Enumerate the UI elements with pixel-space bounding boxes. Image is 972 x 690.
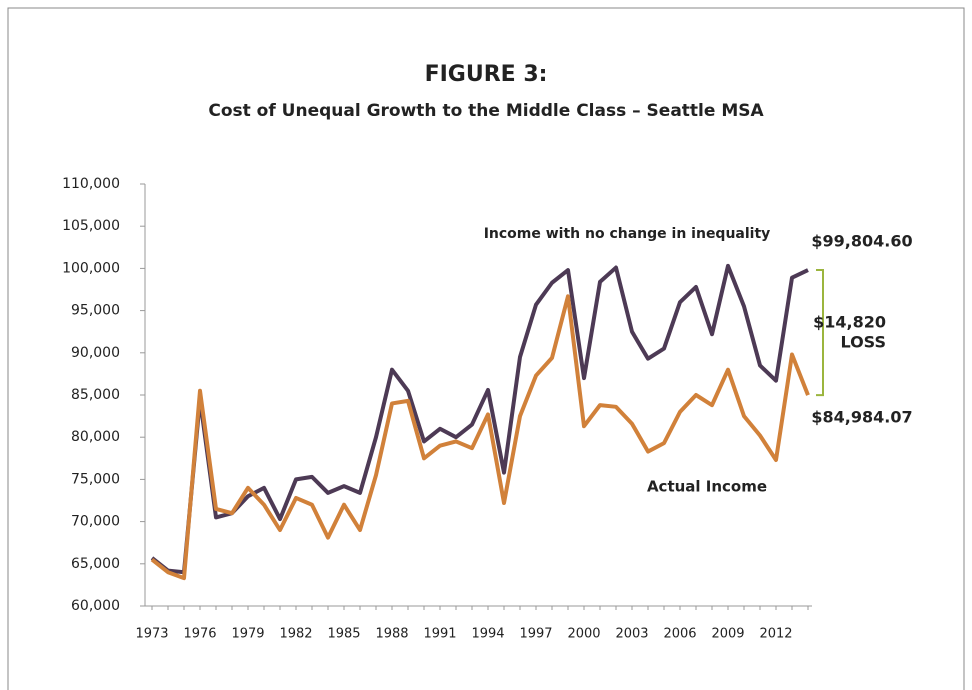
gap-label: LOSS <box>840 333 886 352</box>
x-tick-label: 1988 <box>375 627 408 642</box>
y-tick-label: 65,000 <box>71 556 120 572</box>
end-label: $84,984.07 <box>811 408 912 427</box>
y-tick-label: 90,000 <box>71 345 120 361</box>
x-tick-label: 2006 <box>663 627 696 642</box>
x-tick-label: 1982 <box>279 627 312 642</box>
y-tick-label: 105,000 <box>62 218 120 234</box>
x-tick-label: 1976 <box>183 627 216 642</box>
x-tick-label: 1991 <box>423 627 456 642</box>
x-tick-label: 1994 <box>471 627 504 642</box>
y-tick-label: 95,000 <box>71 303 120 319</box>
x-tick-label: 1997 <box>519 627 552 642</box>
y-tick-label: 100,000 <box>62 260 120 276</box>
y-tick-label: 85,000 <box>71 387 120 403</box>
x-tick-label: 2012 <box>759 627 792 642</box>
y-tick-label: 75,000 <box>71 471 120 487</box>
chart-title: FIGURE 3: <box>425 62 548 87</box>
x-tick-label: 2009 <box>711 627 744 642</box>
series-label: Income with no change in inequality <box>484 226 771 242</box>
chart-subtitle: Cost of Unequal Growth to the Middle Cla… <box>208 101 764 121</box>
end-label: $99,804.60 <box>811 232 912 251</box>
series-line <box>150 294 810 581</box>
y-tick-label: 60,000 <box>71 598 120 614</box>
x-tick-label: 1979 <box>231 627 264 642</box>
series-line <box>150 263 809 575</box>
gap-bracket <box>816 269 824 397</box>
y-tick-label: 70,000 <box>71 514 120 530</box>
y-tick-label: 110,000 <box>62 176 120 192</box>
y-tick-label: 80,000 <box>71 429 120 445</box>
x-tick-label: 1973 <box>135 627 168 642</box>
frame <box>7 7 965 690</box>
x-tick-label: 2003 <box>615 627 648 642</box>
x-tick-label: 1985 <box>327 627 360 642</box>
gap-label: $14,820 <box>813 313 886 332</box>
series-label: Actual Income <box>647 478 767 496</box>
x-tick-label: 2000 <box>567 627 600 642</box>
